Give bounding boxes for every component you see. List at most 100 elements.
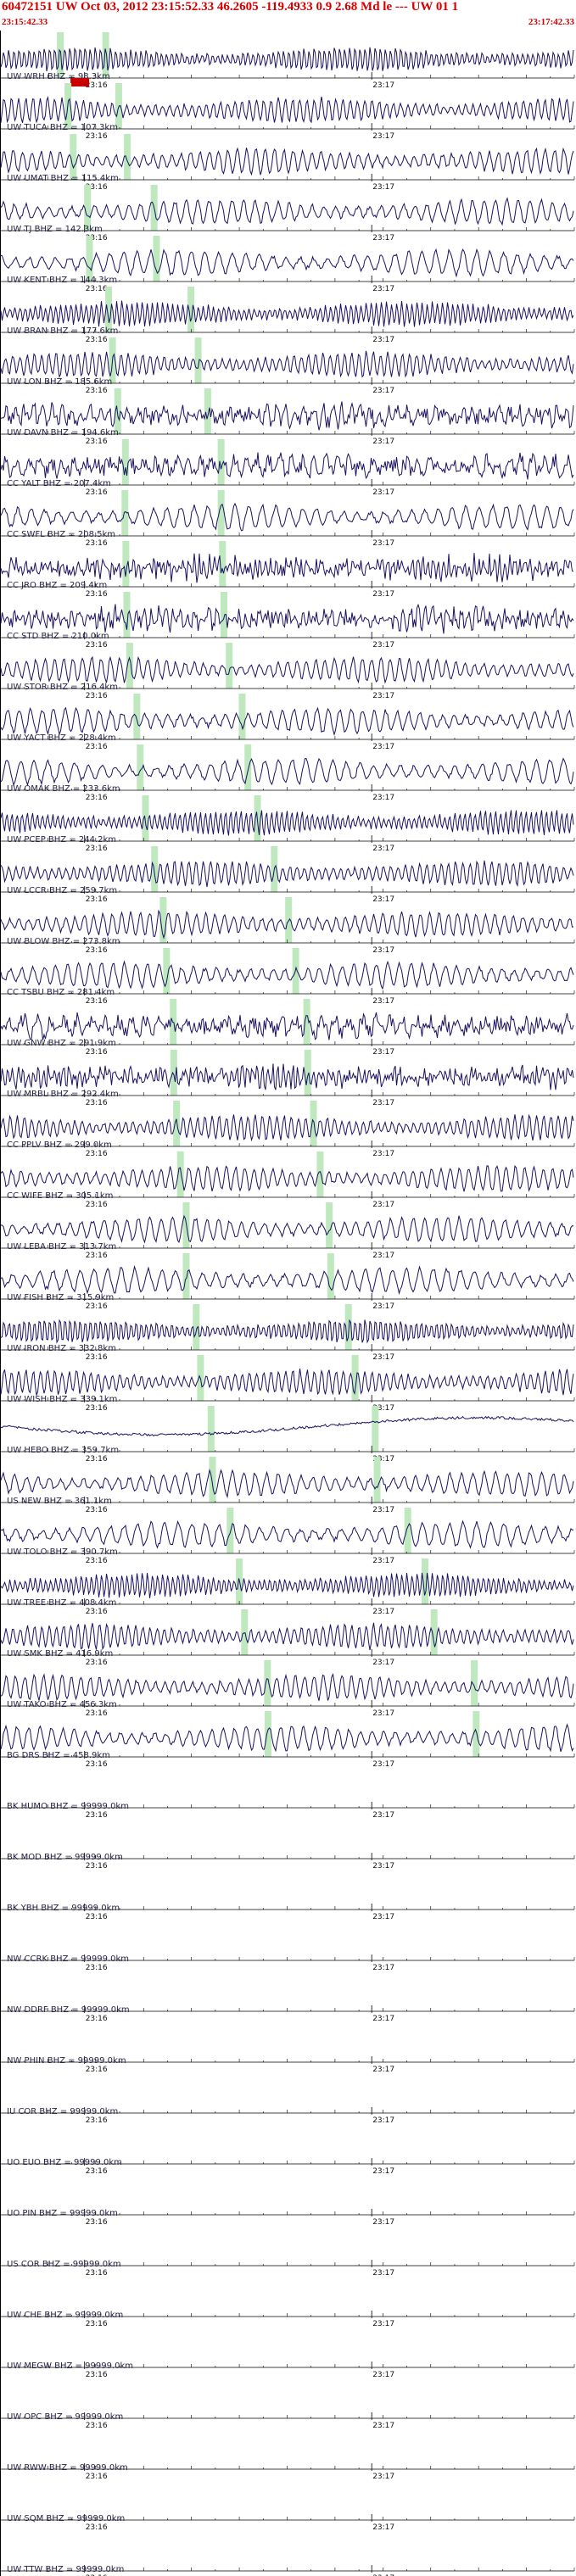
p-pick-band xyxy=(151,846,159,892)
station-label: UW TTW BHZ = 99999.0km xyxy=(7,2565,124,2574)
waveform xyxy=(0,452,574,480)
trace-row: 23:16 23:17 UW BLOW BHZ = 273.8km xyxy=(0,897,575,955)
waveform xyxy=(0,1572,574,1598)
trace-row: 23:16 23:17 UW WISH BHZ = 339.1km xyxy=(0,1355,575,1413)
station-label: UW LCCR BHZ = 259.7km xyxy=(7,886,117,895)
station-label: UW WRH BHZ = 98.3km xyxy=(7,72,110,81)
tick-label: 23:16 xyxy=(86,794,108,802)
waveform xyxy=(0,248,574,278)
tick-label: 23:16 xyxy=(86,2218,108,2227)
tick-label: 23:17 xyxy=(372,743,394,751)
p-pick-band xyxy=(121,490,129,536)
tick-label: 23:16 xyxy=(86,1862,108,1871)
p-pick-band xyxy=(209,1457,216,1503)
tick-label: 23:17 xyxy=(372,1150,394,1158)
tick-label: 23:17 xyxy=(372,1659,394,1667)
s-pick-band xyxy=(344,1304,352,1350)
tick-label: 23:16 xyxy=(86,641,108,650)
station-label: UW RWW BHZ = 99999.0km xyxy=(7,2463,128,2473)
station-label: UO EUO BHZ = 99999.0km xyxy=(7,2158,122,2167)
p-pick-band xyxy=(122,541,130,587)
station-label: IU COR BHZ = 99999.0km xyxy=(7,2107,118,2116)
tick-label: 23:17 xyxy=(372,1760,394,1769)
trace-row: 23:16 23:17 UW CHE BHZ = 99999.0km xyxy=(0,2311,575,2328)
trace-row: 23:16 23:17 UW MRBL BHZ = 292.4km xyxy=(0,1050,575,1107)
station-label: UW UMAT BHZ = 115.4km xyxy=(7,174,119,183)
station-label: NW DDRF BHZ = 99999.0km xyxy=(7,2005,130,2015)
s-pick-band xyxy=(238,694,246,739)
s-pick-band xyxy=(226,643,233,689)
waveform xyxy=(0,502,574,532)
s-pick-band xyxy=(351,1355,359,1401)
station-label: UW TJ BHZ = 142.3km xyxy=(7,225,103,234)
waveform xyxy=(0,757,574,787)
station-label: BK YBH BHZ = 99999.0km xyxy=(7,1904,120,1913)
tick-label: 23:17 xyxy=(372,1201,394,1209)
waveform xyxy=(0,1723,574,1753)
tick-label: 23:16 xyxy=(86,2574,108,2576)
trace-row: 23:16 23:17 UW GNW BHZ = 291.9km xyxy=(0,999,575,1057)
tick-label: 23:17 xyxy=(372,845,394,853)
tick-label: 23:17 xyxy=(372,2422,394,2430)
trace-row: 23:16 23:17 UW TOLO BHZ = 390.7km xyxy=(0,1508,575,1565)
s-pick-band xyxy=(187,287,195,332)
tick-label: 23:16 xyxy=(86,2523,108,2532)
tick-label: 23:16 xyxy=(86,1506,108,1514)
station-label: UW SQM BHZ = 99999.0km xyxy=(7,2514,125,2523)
s-pick-band xyxy=(373,1457,381,1503)
station-label: UW BRAN BHZ = 177.6km xyxy=(7,326,118,336)
trace-row: 23:16 23:17 CC YALT BHZ = 207.4km xyxy=(0,439,575,497)
s-pick-band xyxy=(217,439,225,485)
tick-label: 23:16 xyxy=(86,1252,108,1260)
trace-row: 23:16 23:17 UW HEBO BHZ = 359.7km xyxy=(0,1406,575,1464)
s-pick-band xyxy=(404,1508,411,1553)
event-title: 60472151 UW Oct 03, 2012 23:15:52.33 46.… xyxy=(2,0,459,14)
s-pick-band xyxy=(326,1202,333,1248)
trace-row: 23:16 23:17 UW WRH BHZ = 98.3km xyxy=(0,32,575,90)
s-pick-band xyxy=(310,1101,317,1146)
tick-label: 23:17 xyxy=(372,946,394,955)
station-label: UW TAKO BHZ = 456.3km xyxy=(7,1700,117,1709)
trace-row: 23:16 23:17 UW RWW BHZ = 99999.0km xyxy=(0,2463,575,2481)
tick-label: 23:16 xyxy=(86,997,108,1006)
s-pick-band xyxy=(102,32,109,78)
tick-label: 23:17 xyxy=(372,1862,394,1871)
station-label: NW PHIN BHZ = 99999.0km xyxy=(7,2056,126,2066)
trace-row: 23:16 23:17 CC WIFE BHZ = 305.1km xyxy=(0,1151,575,1209)
station-label: BK MOD BHZ = 99999.0km xyxy=(7,1853,123,1862)
station-label: US COR BHZ = 99999.0km xyxy=(7,2260,121,2269)
tick-label: 23:16 xyxy=(86,743,108,751)
tick-label: 23:17 xyxy=(372,1811,394,1820)
tick-label: 23:17 xyxy=(372,183,394,192)
p-pick-band xyxy=(193,1304,200,1350)
tick-label: 23:16 xyxy=(86,2269,108,2278)
waveform xyxy=(0,706,574,736)
tick-label: 23:16 xyxy=(86,336,108,344)
tick-label: 23:17 xyxy=(372,1608,394,1616)
tick-label: 23:16 xyxy=(86,539,108,548)
p-pick-band xyxy=(84,185,92,231)
waveform xyxy=(0,1214,574,1244)
s-pick-band xyxy=(430,1609,438,1655)
station-label: CC WIFE BHZ = 305.1km xyxy=(7,1191,113,1201)
tick-label: 23:16 xyxy=(86,1557,108,1565)
tick-label: 23:16 xyxy=(86,234,108,243)
waveform xyxy=(0,1012,574,1040)
tick-label: 23:17 xyxy=(372,590,394,599)
station-label: UW BLOW BHZ = 273.8km xyxy=(7,937,120,946)
station-label: US NEW BHZ = 361.1km xyxy=(7,1497,112,1506)
tick-label: 23:16 xyxy=(86,1048,108,1057)
trace-row: 23:16 23:17 CC SWFL BHZ = 208.5km xyxy=(0,490,575,548)
tick-label: 23:16 xyxy=(86,2167,108,2176)
station-label: UW OPC BHZ = 99999.0km xyxy=(7,2412,123,2422)
station-label: UW YACT BHZ = 228.4km xyxy=(7,733,116,743)
tick-label: 23:17 xyxy=(372,2473,394,2481)
tick-label: 23:16 xyxy=(86,1150,108,1158)
p-pick-band xyxy=(114,388,121,434)
waveform xyxy=(0,909,574,940)
waveform xyxy=(0,960,574,990)
tick-label: 23:16 xyxy=(86,183,108,192)
s-pick-band xyxy=(421,1558,428,1604)
tick-label: 23:17 xyxy=(372,2015,394,2023)
tick-label: 23:17 xyxy=(372,336,394,344)
